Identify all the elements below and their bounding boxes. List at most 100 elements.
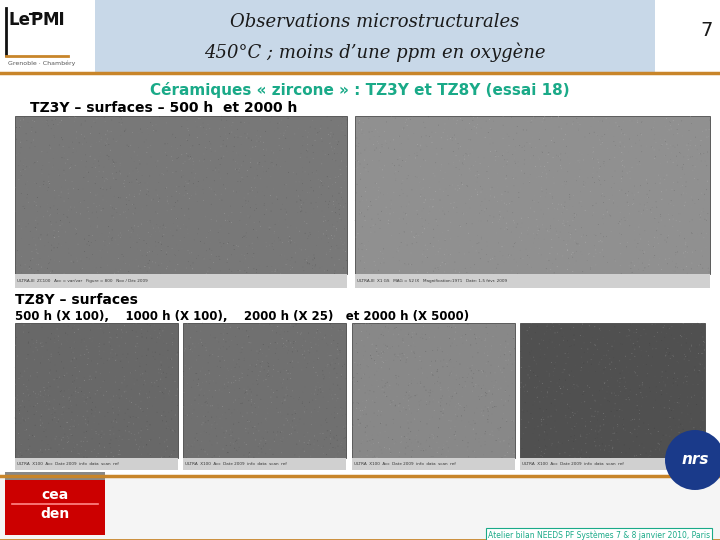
Point <box>374 259 386 267</box>
Point <box>597 366 608 374</box>
Point <box>217 180 229 189</box>
Point <box>578 231 590 239</box>
Point <box>348 399 359 407</box>
Point <box>590 249 602 258</box>
Point <box>500 377 512 386</box>
Point <box>633 359 644 367</box>
Point <box>616 129 627 137</box>
Point <box>136 329 148 338</box>
Point <box>102 126 113 135</box>
Point <box>212 438 223 447</box>
Point <box>271 160 282 169</box>
Point <box>202 120 214 129</box>
Point <box>116 251 127 259</box>
Point <box>387 331 399 340</box>
Point <box>508 239 520 248</box>
Point <box>166 406 177 415</box>
Point <box>403 260 415 268</box>
Point <box>243 327 255 336</box>
Point <box>682 442 693 451</box>
Point <box>516 342 527 350</box>
Point <box>205 319 217 328</box>
Point <box>403 200 415 208</box>
Point <box>373 334 384 342</box>
Point <box>212 156 224 164</box>
Point <box>86 238 97 247</box>
Point <box>238 451 250 460</box>
Point <box>149 379 161 388</box>
Point <box>135 404 146 413</box>
Point <box>627 258 639 266</box>
Point <box>567 425 578 434</box>
Point <box>225 379 237 387</box>
Point <box>315 250 326 259</box>
Point <box>580 449 591 457</box>
Point <box>561 240 572 249</box>
Point <box>700 243 711 252</box>
Point <box>423 388 434 397</box>
Point <box>503 188 514 197</box>
Point <box>198 392 210 400</box>
Point <box>416 267 428 276</box>
Point <box>267 161 279 170</box>
Point <box>68 444 79 453</box>
Point <box>629 367 640 376</box>
Point <box>315 421 327 429</box>
Point <box>570 247 582 255</box>
Point <box>596 355 608 364</box>
Point <box>454 241 466 249</box>
Point <box>161 198 173 206</box>
Point <box>644 383 655 392</box>
Point <box>161 248 172 256</box>
Point <box>680 183 692 191</box>
Point <box>616 215 627 224</box>
Point <box>9 130 21 138</box>
Point <box>120 409 131 417</box>
Point <box>55 387 67 395</box>
Point <box>688 432 700 441</box>
Point <box>446 394 458 403</box>
Point <box>559 448 571 457</box>
Point <box>588 208 599 217</box>
Point <box>289 409 301 418</box>
Point <box>528 191 540 200</box>
Point <box>16 252 27 261</box>
Point <box>163 423 175 431</box>
Point <box>295 207 307 216</box>
Point <box>228 434 239 442</box>
Point <box>536 148 548 157</box>
Point <box>672 141 683 150</box>
Point <box>132 354 143 363</box>
Point <box>389 324 400 333</box>
Point <box>77 140 89 149</box>
Point <box>546 338 558 346</box>
Point <box>263 362 274 370</box>
Point <box>263 342 274 351</box>
Point <box>330 178 341 187</box>
Point <box>325 116 337 125</box>
Point <box>501 130 513 138</box>
Point <box>667 266 679 275</box>
Point <box>402 418 414 427</box>
Point <box>487 383 499 392</box>
Point <box>278 131 289 140</box>
Point <box>102 408 114 417</box>
Point <box>338 225 350 233</box>
Point <box>683 139 694 148</box>
Point <box>140 185 152 193</box>
Point <box>594 387 606 395</box>
Point <box>703 268 715 276</box>
Point <box>98 391 109 400</box>
Point <box>690 141 701 150</box>
Point <box>616 174 627 183</box>
Point <box>60 176 71 185</box>
Point <box>310 340 322 348</box>
Point <box>568 215 580 224</box>
Point <box>207 377 219 386</box>
Point <box>117 433 128 441</box>
Point <box>598 159 610 168</box>
Point <box>694 215 706 224</box>
Point <box>529 113 541 122</box>
Point <box>415 379 426 388</box>
Point <box>29 158 40 167</box>
